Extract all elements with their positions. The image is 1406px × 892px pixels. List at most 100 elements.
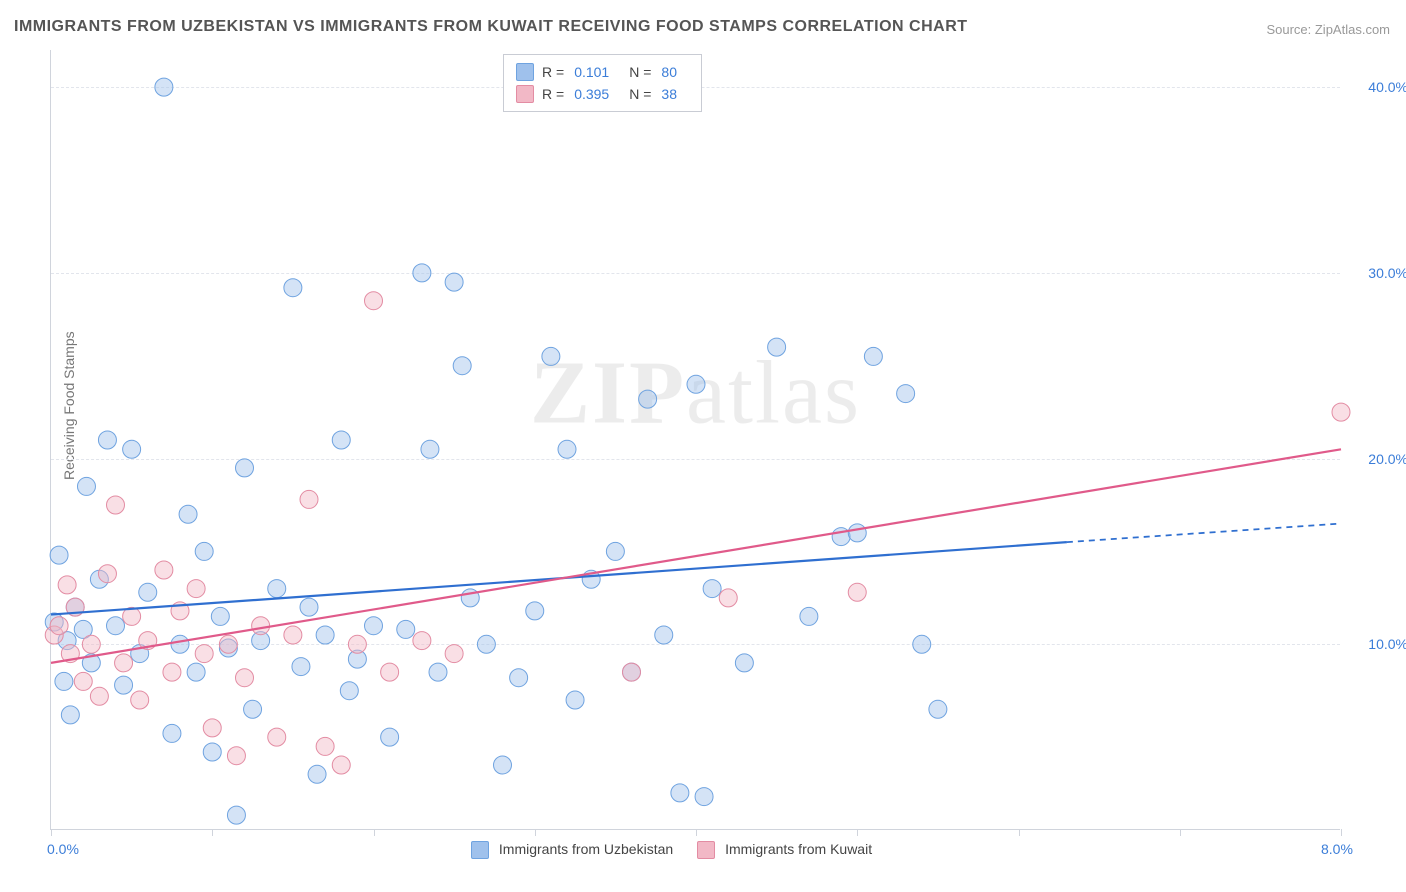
source-label: Source: ZipAtlas.com <box>1266 22 1390 37</box>
y-tick-label: 40.0% <box>1348 79 1406 95</box>
scatter-point-uzbekistan <box>227 806 245 824</box>
scatter-point-uzbekistan <box>913 635 931 653</box>
scatter-point-uzbekistan <box>703 580 721 598</box>
scatter-point-uzbekistan <box>397 620 415 638</box>
legend-swatch-kuwait <box>697 841 715 859</box>
scatter-point-uzbekistan <box>155 78 173 96</box>
scatter-point-uzbekistan <box>332 431 350 449</box>
scatter-point-uzbekistan <box>655 626 673 644</box>
trend-line-kuwait <box>51 449 1341 663</box>
scatter-point-uzbekistan <box>284 279 302 297</box>
legend-top: R = 0.101 N = 80 R = 0.395 N = 38 <box>503 54 702 112</box>
scatter-point-uzbekistan <box>316 626 334 644</box>
legend-top-row-2: R = 0.395 N = 38 <box>516 83 689 105</box>
scatter-point-kuwait <box>348 635 366 653</box>
scatter-point-kuwait <box>195 645 213 663</box>
legend-bottom-item-2: Immigrants from Kuwait <box>697 841 872 859</box>
scatter-point-kuwait <box>284 626 302 644</box>
scatter-point-kuwait <box>58 576 76 594</box>
scatter-point-kuwait <box>445 645 463 663</box>
scatter-point-kuwait <box>90 687 108 705</box>
scatter-point-uzbekistan <box>340 682 358 700</box>
legend-r-value-1: 0.101 <box>574 61 609 83</box>
scatter-point-uzbekistan <box>566 691 584 709</box>
legend-top-row-1: R = 0.101 N = 80 <box>516 61 689 83</box>
scatter-point-uzbekistan <box>639 390 657 408</box>
scatter-point-uzbekistan <box>671 784 689 802</box>
x-tick-label: 8.0% <box>1321 841 1353 857</box>
scatter-point-uzbekistan <box>300 598 318 616</box>
scatter-point-uzbekistan <box>429 663 447 681</box>
legend-bottom: Immigrants from Uzbekistan Immigrants fr… <box>471 841 872 859</box>
scatter-point-kuwait <box>413 632 431 650</box>
legend-r-value-2: 0.395 <box>574 83 609 105</box>
scatter-point-uzbekistan <box>735 654 753 672</box>
scatter-point-uzbekistan <box>421 440 439 458</box>
scatter-point-kuwait <box>219 635 237 653</box>
scatter-point-uzbekistan <box>171 635 189 653</box>
scatter-point-kuwait <box>1332 403 1350 421</box>
scatter-point-kuwait <box>365 292 383 310</box>
scatter-point-uzbekistan <box>381 728 399 746</box>
scatter-point-uzbekistan <box>864 347 882 365</box>
scatter-point-kuwait <box>227 747 245 765</box>
legend-n-value-1: 80 <box>661 61 677 83</box>
scatter-point-uzbekistan <box>606 542 624 560</box>
scatter-svg <box>51 50 1340 829</box>
scatter-point-uzbekistan <box>61 706 79 724</box>
scatter-point-uzbekistan <box>187 663 205 681</box>
plot-area: Receiving Food Stamps 10.0%20.0%30.0%40.… <box>50 50 1340 830</box>
scatter-point-kuwait <box>74 672 92 690</box>
scatter-point-kuwait <box>332 756 350 774</box>
scatter-point-uzbekistan <box>203 743 221 761</box>
scatter-point-uzbekistan <box>526 602 544 620</box>
legend-n-label: N = <box>629 61 651 83</box>
scatter-point-kuwait <box>50 617 68 635</box>
scatter-point-uzbekistan <box>477 635 495 653</box>
legend-bottom-item-1: Immigrants from Uzbekistan <box>471 841 673 859</box>
scatter-point-uzbekistan <box>365 617 383 635</box>
scatter-point-uzbekistan <box>244 700 262 718</box>
scatter-point-uzbekistan <box>55 672 73 690</box>
legend-bottom-label-2: Immigrants from Kuwait <box>725 841 872 857</box>
scatter-point-kuwait <box>163 663 181 681</box>
scatter-point-kuwait <box>300 490 318 508</box>
chart-title: IMMIGRANTS FROM UZBEKISTAN VS IMMIGRANTS… <box>14 18 968 36</box>
scatter-point-uzbekistan <box>800 607 818 625</box>
legend-swatch-uzbekistan <box>471 841 489 859</box>
scatter-point-uzbekistan <box>292 658 310 676</box>
legend-swatch-uzbekistan <box>516 63 534 81</box>
scatter-point-kuwait <box>155 561 173 579</box>
scatter-point-uzbekistan <box>494 756 512 774</box>
scatter-point-uzbekistan <box>768 338 786 356</box>
legend-r-label: R = <box>542 83 564 105</box>
scatter-point-kuwait <box>98 565 116 583</box>
scatter-point-kuwait <box>719 589 737 607</box>
scatter-point-kuwait <box>187 580 205 598</box>
scatter-point-uzbekistan <box>558 440 576 458</box>
y-tick-label: 20.0% <box>1348 451 1406 467</box>
scatter-point-uzbekistan <box>413 264 431 282</box>
y-tick-label: 30.0% <box>1348 265 1406 281</box>
scatter-point-kuwait <box>268 728 286 746</box>
scatter-point-kuwait <box>131 691 149 709</box>
scatter-point-uzbekistan <box>50 546 68 564</box>
scatter-point-kuwait <box>82 635 100 653</box>
scatter-point-uzbekistan <box>98 431 116 449</box>
scatter-point-kuwait <box>115 654 133 672</box>
legend-bottom-label-1: Immigrants from Uzbekistan <box>499 841 673 857</box>
legend-n-label: N = <box>629 83 651 105</box>
legend-n-value-2: 38 <box>661 83 677 105</box>
scatter-point-kuwait <box>107 496 125 514</box>
scatter-point-uzbekistan <box>308 765 326 783</box>
y-tick-label: 10.0% <box>1348 636 1406 652</box>
legend-r-label: R = <box>542 61 564 83</box>
scatter-point-uzbekistan <box>929 700 947 718</box>
x-tick-label: 0.0% <box>47 841 79 857</box>
scatter-point-uzbekistan <box>195 542 213 560</box>
trend-line-dashed-uzbekistan <box>1067 524 1341 543</box>
scatter-point-uzbekistan <box>453 357 471 375</box>
scatter-point-uzbekistan <box>77 477 95 495</box>
scatter-point-uzbekistan <box>848 524 866 542</box>
scatter-point-uzbekistan <box>107 617 125 635</box>
